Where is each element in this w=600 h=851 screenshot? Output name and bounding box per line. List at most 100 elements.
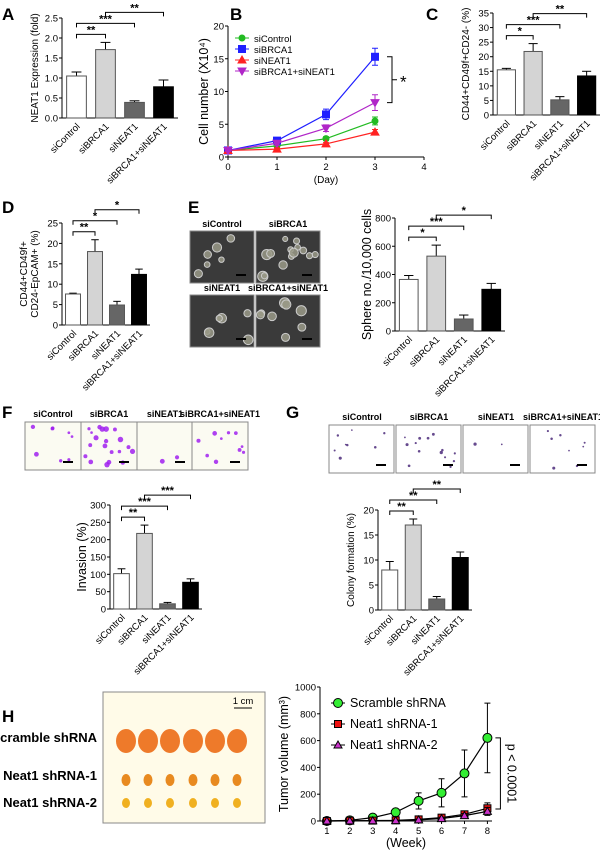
bar	[65, 293, 81, 326]
cell	[417, 449, 421, 453]
data-point	[413, 814, 424, 824]
y-tick-label: 200	[300, 790, 316, 801]
cell	[373, 445, 377, 449]
x-axis-label: (Week)	[386, 836, 426, 850]
cell	[282, 235, 289, 243]
y-axis-label: NEAT1 Expression (fold)	[30, 13, 41, 122]
bar	[428, 598, 446, 611]
legend-marker	[333, 698, 343, 708]
y-tick-label: 400	[300, 763, 316, 774]
significance-label: **	[87, 24, 96, 36]
cell	[582, 445, 585, 448]
cell	[237, 448, 242, 452]
tumor	[227, 729, 247, 753]
cell	[234, 431, 238, 435]
cell	[500, 443, 503, 446]
image-label: siBRCA1	[269, 219, 308, 229]
cell	[449, 465, 452, 469]
category-label: siBRCA1	[77, 121, 112, 156]
image-label: siBRCA1+siNEAT1	[180, 409, 260, 419]
significance-label: **	[409, 490, 418, 502]
y-tick-label: 800	[300, 709, 316, 720]
bar	[66, 75, 87, 119]
bar	[131, 273, 147, 326]
tumor	[188, 774, 198, 786]
cell	[218, 256, 225, 263]
cell	[203, 261, 211, 268]
cell	[113, 427, 117, 432]
category-label: siBRCA1	[407, 334, 442, 369]
x-tick-label: 5	[416, 826, 421, 837]
data-point	[371, 117, 379, 125]
cell	[59, 459, 63, 463]
tumor	[116, 729, 136, 753]
y-tick-label: 50	[95, 587, 106, 598]
y-tick-label: 30	[478, 23, 489, 34]
significance-label: **	[397, 501, 406, 513]
tumor	[143, 774, 153, 786]
cell	[311, 251, 319, 259]
y-tick-label: 25	[478, 38, 489, 49]
cell	[550, 437, 553, 440]
series-line	[227, 131, 376, 152]
row-label: Scramble shRNA	[0, 730, 98, 745]
cell	[255, 310, 265, 320]
data-point	[321, 124, 331, 134]
cell	[426, 436, 430, 440]
legend-marker	[238, 34, 246, 42]
bar	[109, 304, 125, 326]
significance-label: *	[93, 211, 98, 223]
legend-label: siBRCA1	[254, 45, 293, 56]
cell	[34, 451, 39, 457]
tumor	[160, 729, 180, 753]
cell	[213, 459, 219, 464]
cell	[444, 456, 447, 459]
x-tick-label: 4	[421, 162, 426, 173]
data-point	[322, 815, 332, 825]
bar	[182, 581, 199, 610]
bar	[136, 532, 153, 610]
significance-label: *	[462, 205, 467, 217]
significance-bracket	[387, 56, 397, 104]
image-label: siNEAT1	[478, 412, 514, 422]
cell	[67, 431, 71, 435]
cell	[407, 464, 411, 468]
cell	[129, 448, 136, 455]
significance-label: **	[130, 2, 139, 14]
data-point	[413, 795, 424, 806]
y-tick-label: 0	[311, 817, 316, 828]
cell	[404, 436, 406, 439]
significance-bracket	[408, 236, 437, 242]
y-tick-label: 25	[47, 219, 58, 230]
cell	[90, 431, 93, 434]
legend-marker	[237, 67, 247, 77]
cell	[431, 432, 435, 436]
data-point	[436, 813, 447, 823]
y-tick-label: 15	[213, 54, 224, 65]
cell	[346, 443, 349, 447]
y-tick-label: 150	[90, 553, 106, 564]
y-tick-label: 15	[47, 259, 58, 270]
cell	[453, 452, 456, 455]
y-tick-label: 15	[363, 531, 374, 542]
cell	[88, 443, 93, 448]
bar	[87, 251, 103, 326]
tumor	[205, 729, 225, 753]
y-tick-label: 10	[363, 556, 374, 567]
significance-label: **	[432, 479, 441, 491]
significance-bracket	[495, 737, 501, 810]
cell	[70, 435, 74, 438]
y-tick-label: 20	[478, 52, 489, 63]
image-label: siNEAT1	[204, 283, 240, 293]
significance-label: *	[115, 200, 120, 212]
data-point	[390, 807, 401, 818]
significance-bracket	[505, 24, 561, 29]
y-tick-label: 10	[47, 280, 58, 291]
series-line	[227, 102, 376, 152]
cell	[293, 237, 301, 245]
cell	[546, 429, 549, 433]
tumor	[166, 798, 174, 808]
x-tick-label: 3	[370, 826, 375, 837]
y-tick-label: 5	[484, 96, 489, 107]
y-tick-label: 1000	[295, 683, 316, 694]
